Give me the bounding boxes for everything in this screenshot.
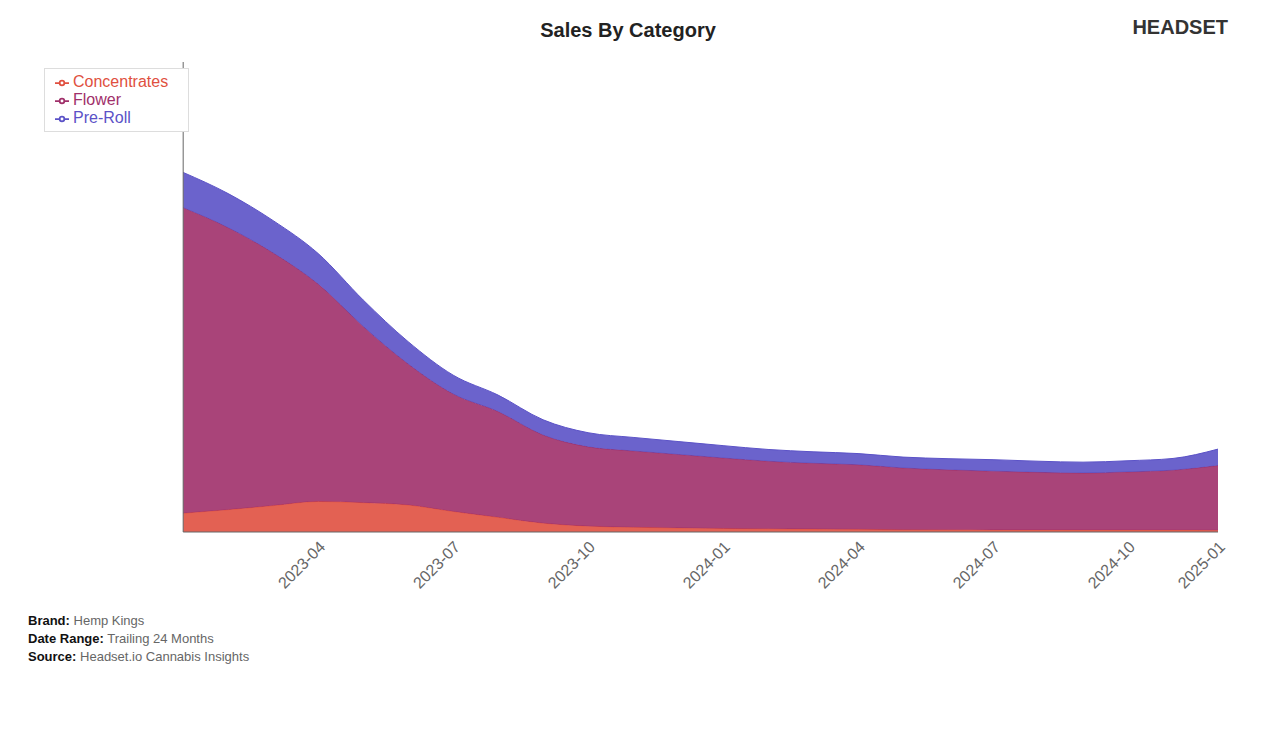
html-text:Flower: Flower xyxy=(73,91,121,108)
svg-text:2024-07: 2024-07 xyxy=(950,538,1004,592)
html-text:Brand: Hemp Kings: Brand: Hemp Kings xyxy=(28,613,145,628)
svg-text:2024-10: 2024-10 xyxy=(1085,538,1139,592)
svg-text:2023-07: 2023-07 xyxy=(410,538,464,592)
svg-text:2023-04: 2023-04 xyxy=(275,538,329,592)
svg-text:2024-01: 2024-01 xyxy=(680,538,734,592)
html-text:Sales By Category: Sales By Category xyxy=(540,18,716,41)
html-text:HEADSET: HEADSET xyxy=(1132,16,1228,38)
svg-text:2024-04: 2024-04 xyxy=(815,538,869,592)
html-text:Date Range: Trailing 24 Months: Date Range: Trailing 24 Months xyxy=(28,631,214,646)
svg-text:2025-01: 2025-01 xyxy=(1175,538,1229,592)
svg-text:2023-10: 2023-10 xyxy=(545,538,599,592)
html-text:Pre-Roll: Pre-Roll xyxy=(73,109,131,126)
html-text:Concentrates: Concentrates xyxy=(73,73,169,90)
html-text:Source: Headset.io Cannabis In: Source: Headset.io Cannabis Insights xyxy=(28,649,250,664)
